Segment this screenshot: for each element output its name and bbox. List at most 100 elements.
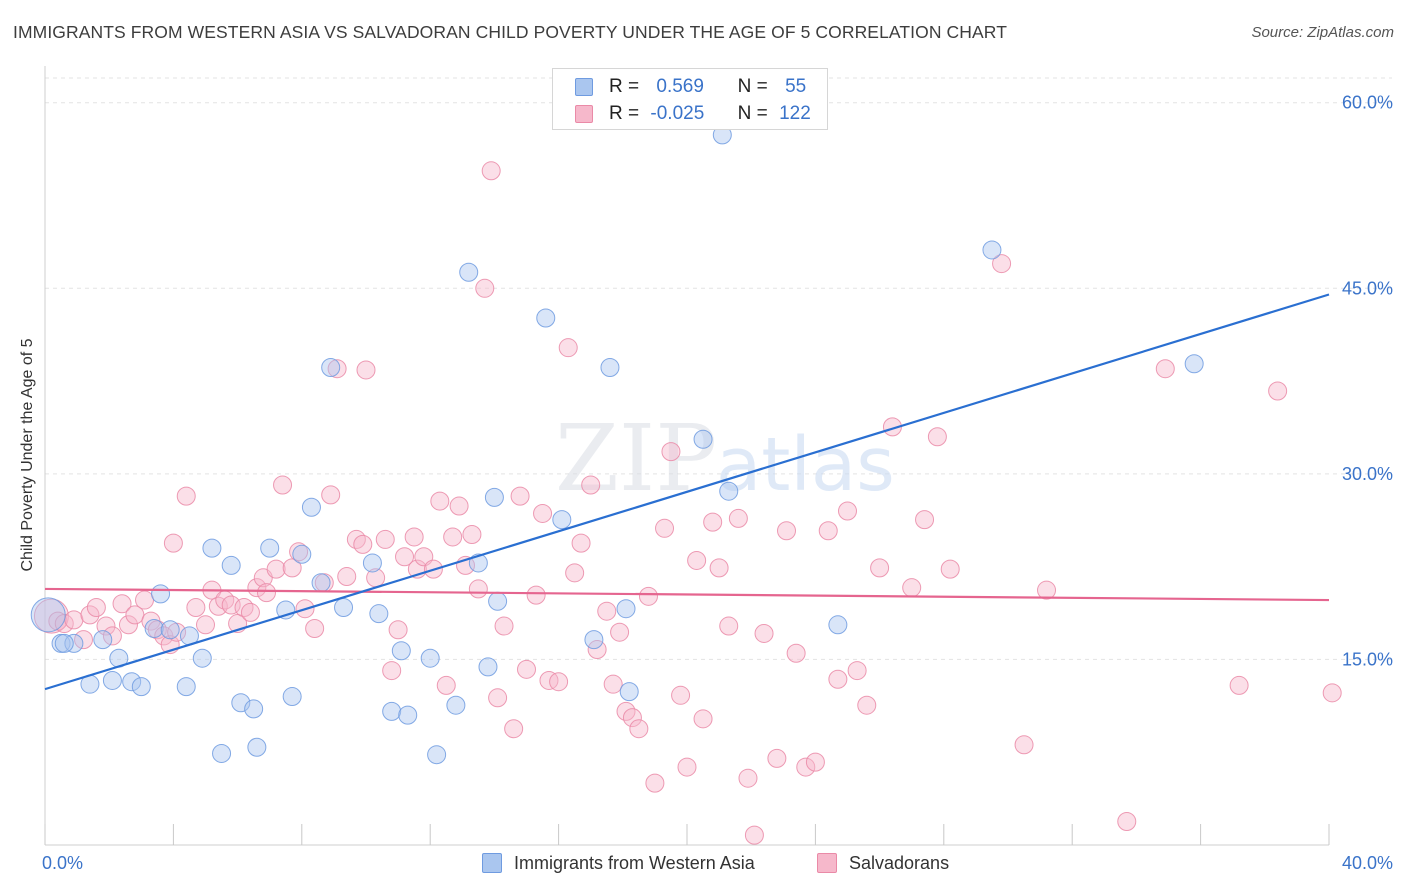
western-asia-point [54, 633, 74, 653]
y-tick-label: 45.0% [1342, 278, 1393, 298]
salvadorans-point [786, 643, 806, 663]
salvadorans-point [1037, 580, 1057, 600]
salvadorans-point [526, 585, 546, 605]
salvadorans-point [346, 529, 366, 549]
western-asia-point [398, 705, 418, 725]
western-asia-point [30, 597, 66, 633]
salvadorans-point [539, 670, 559, 690]
n-label: N = [737, 76, 768, 97]
salvadorans-point [597, 601, 617, 621]
salvadorans-point [927, 427, 947, 447]
salvadorans-point [661, 442, 681, 462]
salvadorans-point [571, 533, 591, 553]
salvadorans-point [777, 521, 797, 541]
legend-swatch-pink [575, 105, 593, 123]
salvadorans-point [247, 578, 267, 598]
salvadorans-point [1322, 683, 1342, 703]
western-asia-point [362, 553, 382, 573]
western-asia-point [192, 648, 212, 668]
salvadorans-point [828, 669, 848, 689]
salvadorans-point [282, 558, 302, 578]
salvadorans-point [468, 579, 488, 599]
axes [44, 66, 1330, 846]
salvadorans-point [902, 578, 922, 598]
western-asia-point [292, 544, 312, 564]
salvadorans-point [353, 534, 373, 554]
salvadorans-point [687, 550, 707, 570]
legend-swatch-blue [482, 853, 502, 873]
salvadorans-point [1229, 675, 1249, 695]
salvadorans-point [610, 622, 630, 642]
salvadorans-point [395, 547, 415, 567]
western-asia-point [212, 743, 232, 763]
salvadorans-point [805, 752, 825, 772]
salvadorans-point [266, 559, 286, 579]
western-asia-point [260, 538, 280, 558]
source-label: Source: ZipAtlas.com [1251, 24, 1394, 41]
western-asia-point [160, 620, 180, 640]
series-salvadorans-points [33, 161, 1342, 845]
chart-title: IMMIGRANTS FROM WESTERN ASIA VS SALVADOR… [13, 22, 1008, 42]
salvadorans-point [112, 594, 132, 614]
salvadorans-point [388, 620, 408, 640]
salvadorans-point [375, 529, 395, 549]
salvadorans-point [305, 619, 325, 639]
western-asia-point [369, 604, 389, 624]
y-tick-label: 15.0% [1342, 649, 1393, 669]
salvadorans-point [915, 510, 935, 530]
salvadorans-point [510, 486, 530, 506]
n-label: N = [737, 103, 768, 124]
salvadorans-point [327, 359, 347, 379]
salvadorans-point [1268, 381, 1288, 401]
western-asia-point [484, 487, 504, 507]
western-asia-point [244, 699, 264, 719]
salvadorans-point [356, 360, 376, 380]
watermark-zip: ZIP [555, 405, 717, 512]
western-asia-point [391, 641, 411, 661]
salvadorans-point [847, 661, 867, 681]
western-asia-point [600, 357, 620, 377]
salvadorans-point [74, 630, 94, 650]
salvadorans-point [337, 567, 357, 587]
western-asia-point [131, 677, 151, 697]
salvadorans-point [321, 485, 341, 505]
western-asia-point [719, 481, 739, 501]
salvadorans-point [677, 757, 697, 777]
r-value: -0.025 [650, 103, 705, 124]
salvadorans-point [186, 597, 206, 617]
n-value: 122 [779, 103, 811, 124]
western-asia-point [151, 584, 171, 604]
salvadorans-point [818, 521, 838, 541]
salvadorans-point [289, 542, 309, 562]
western-asia-point [552, 510, 572, 530]
salvadorans-point [163, 533, 183, 553]
western-asia-point [334, 597, 354, 617]
salvadorans-point [744, 825, 764, 845]
salvadorans-point [80, 605, 100, 625]
salvadorans-point [64, 610, 84, 630]
salvadorans-point [992, 254, 1012, 274]
western-asia-point [584, 630, 604, 650]
salvadorans-point [581, 475, 601, 495]
salvadorans-point [754, 623, 774, 643]
salvadorans-point [462, 524, 482, 544]
salvadorans-point [645, 773, 665, 793]
salvadorans-point [603, 674, 623, 694]
salvadorans-point [404, 527, 424, 547]
salvadorans-point [430, 491, 450, 511]
salvadorans-point [240, 602, 260, 622]
correlation-legend: R = 0.569 N = 55 R = -0.025 N = 122 [552, 68, 828, 130]
western-asia-point [616, 599, 636, 619]
salvadorans-point [33, 598, 69, 634]
salvadorans-point [135, 590, 155, 610]
salvadorans-point [629, 719, 649, 739]
salvadorans-point [196, 615, 215, 635]
n-value: 55 [785, 76, 807, 97]
salvadorans-point [118, 615, 138, 635]
salvadorans-point [475, 278, 495, 298]
salvadorans-point [436, 675, 456, 695]
western-asia-point [122, 672, 142, 692]
salvadorans-point [549, 672, 569, 692]
salvadorans-point [728, 508, 748, 528]
western-asia-point [202, 538, 222, 558]
